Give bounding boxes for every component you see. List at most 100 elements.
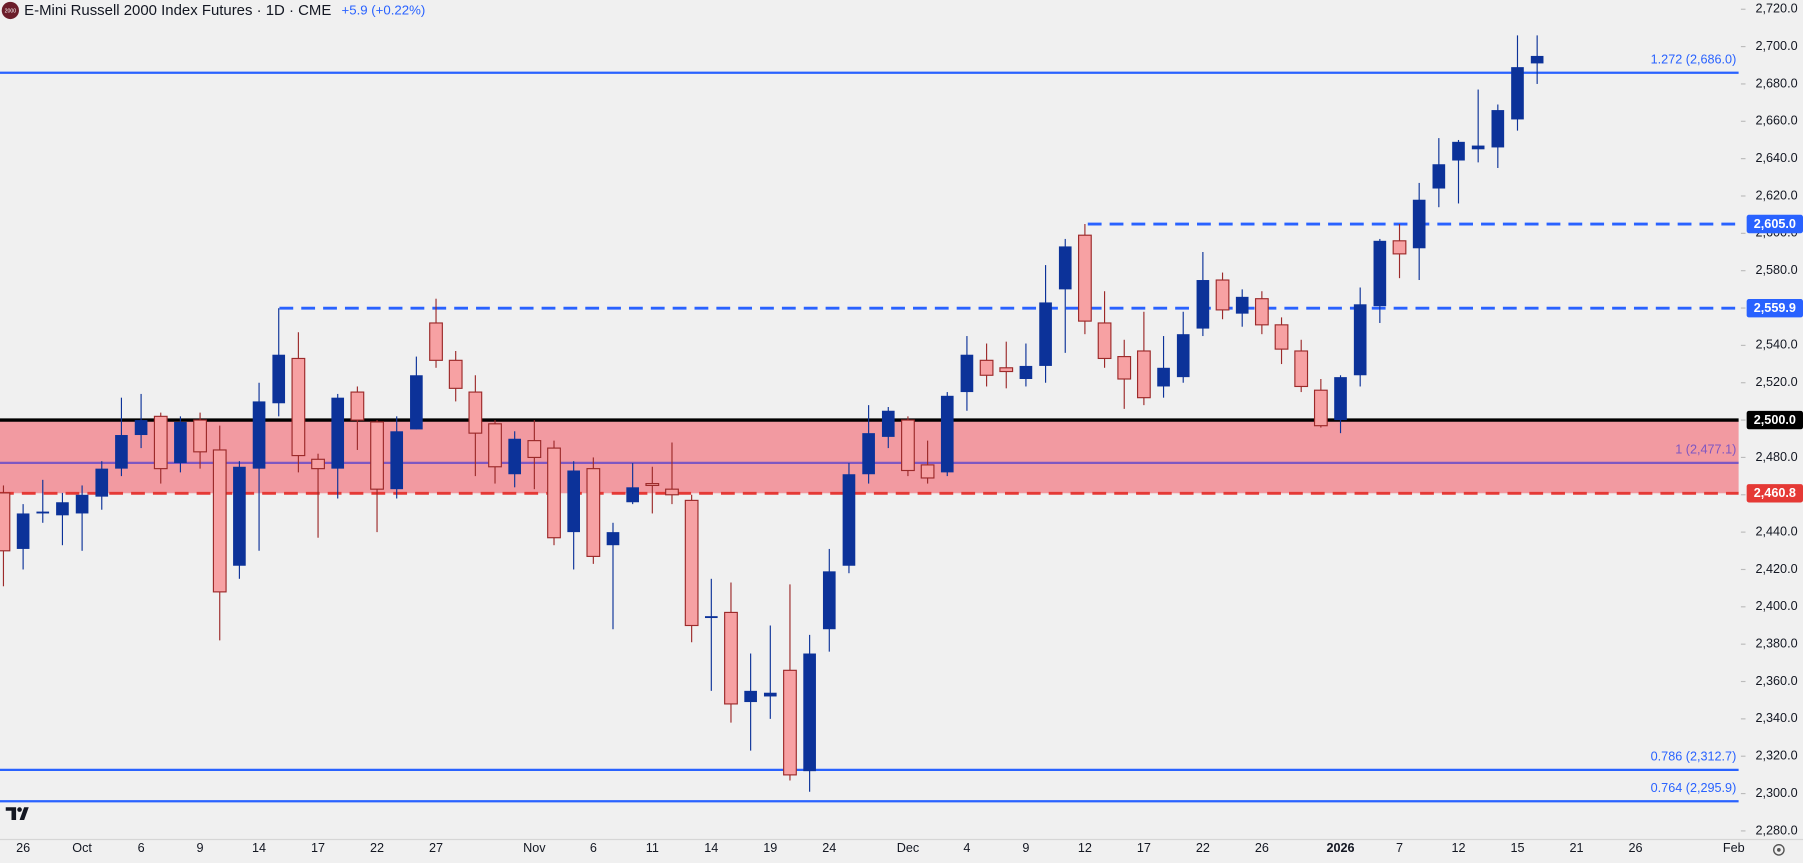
- candle-body: [1274, 324, 1289, 350]
- candle-body: [468, 391, 483, 434]
- x-tick-label: 2026: [1326, 841, 1354, 855]
- candle-body: [1373, 240, 1387, 307]
- candle-body: [212, 449, 227, 593]
- candle-body: [1412, 199, 1426, 249]
- candle-body: [1078, 234, 1092, 322]
- candle-body: [763, 692, 777, 697]
- candle-body: [1254, 298, 1269, 326]
- logo-text: 2000: [5, 8, 17, 14]
- x-tick-label: 17: [311, 841, 325, 855]
- candle-body: [1313, 389, 1328, 427]
- x-tick-label: 12: [1451, 841, 1465, 855]
- candle-body: [56, 502, 69, 516]
- candle-body: [1117, 356, 1132, 380]
- x-tick-label: 15: [1510, 841, 1524, 855]
- candle-body: [410, 375, 423, 430]
- candle-body: [1058, 246, 1072, 290]
- candle-body: [1491, 110, 1505, 148]
- candle-body: [448, 359, 463, 389]
- candle-body: [134, 420, 148, 436]
- x-tick-label: 17: [1137, 841, 1151, 855]
- gear-outer[interactable]: [1772, 843, 1785, 856]
- candle-body: [822, 571, 836, 630]
- candle-body: [803, 653, 816, 772]
- y-tick-label: 2,280.0: [1755, 823, 1797, 837]
- price-tag: [1746, 214, 1803, 234]
- candle-body: [350, 391, 365, 421]
- candle-body: [1176, 334, 1190, 378]
- candle-body: [1136, 350, 1151, 399]
- candle-body: [1530, 55, 1544, 64]
- candle-body: [960, 354, 974, 393]
- y-tick-label: 2,700.0: [1755, 39, 1797, 53]
- x-tick-label: 26: [1628, 841, 1642, 855]
- candle-body: [1215, 279, 1230, 311]
- candle-body: [724, 611, 738, 705]
- x-tick-label: 24: [822, 841, 836, 855]
- candle-body: [1353, 304, 1367, 376]
- tv-logo-shape: [5, 807, 29, 820]
- candle-body: [1157, 367, 1170, 387]
- x-tick-label: 27: [429, 841, 443, 855]
- x-tick-label: 11: [646, 841, 659, 855]
- candle-body: [75, 494, 89, 514]
- x-tick-label: 6: [590, 841, 597, 855]
- y-tick-label: 2,340.0: [1755, 711, 1797, 725]
- candle-body: [429, 322, 443, 361]
- x-tick-label: 4: [963, 841, 970, 855]
- x-tick-label: 22: [1196, 841, 1210, 855]
- tv-logo: [5, 807, 29, 820]
- y-tick-label: 2,620.0: [1755, 188, 1797, 202]
- candle-body: [153, 415, 168, 470]
- y-tick-label: 2,320.0: [1755, 749, 1797, 763]
- candle-body: [1511, 67, 1524, 120]
- candle-body: [36, 511, 50, 514]
- price-tag-label: 2,559.9: [1754, 301, 1796, 315]
- price-tag-label: 2,605.0: [1754, 217, 1796, 231]
- candle-body: [1019, 365, 1033, 379]
- settings-icon[interactable]: [1772, 843, 1785, 856]
- candle-body: [233, 466, 246, 566]
- candle-body: [252, 401, 266, 469]
- candle-body: [920, 464, 935, 479]
- price-tag: [1746, 299, 1803, 318]
- y-tick-label: 2,680.0: [1755, 76, 1797, 90]
- candle-body: [115, 435, 128, 469]
- candle-body: [1097, 322, 1112, 360]
- x-tick-label: 19: [763, 841, 777, 855]
- candle-body: [16, 513, 30, 549]
- price-tag: [1746, 410, 1803, 430]
- candle-body: [783, 669, 797, 776]
- candle-body: [862, 433, 875, 475]
- candle-body: [901, 419, 915, 472]
- candle-body: [665, 488, 679, 496]
- level-label: 1 (2,477.1): [1675, 443, 1736, 457]
- x-tick-label: Oct: [72, 841, 92, 855]
- logo: [1, 1, 19, 20]
- candle-body: [626, 487, 639, 503]
- candle-body: [370, 421, 384, 490]
- candle-body: [940, 395, 954, 473]
- y-tick-label: 2,380.0: [1755, 637, 1797, 651]
- x-tick-label: Nov: [523, 841, 546, 855]
- candle-body: [174, 421, 187, 464]
- x-tick-label: 14: [704, 841, 718, 855]
- plot-area: 1.272 (2,686.0) 1 (2,477.1) 0.786 (2,312.7…: [0, 35, 1739, 803]
- candle-body: [586, 468, 601, 557]
- y-tick-label: 2,420.0: [1755, 562, 1797, 576]
- y-tick-label: 2,480.0: [1755, 450, 1797, 464]
- candle-body: [0, 492, 11, 552]
- header: 2000 E-Mini Russell 2000 Index Futures ·…: [1, 1, 425, 20]
- y-tick-label: 2,400.0: [1755, 599, 1797, 613]
- price-tag-label: 2,500.0: [1754, 413, 1796, 427]
- x-tick-label: 21: [1569, 841, 1583, 855]
- candle-body: [95, 468, 109, 497]
- candle-body: [1039, 302, 1052, 366]
- x-tick-label: 26: [16, 841, 30, 855]
- candle-body: [1196, 280, 1210, 329]
- x-tick-label: 14: [252, 841, 266, 855]
- gear-inner[interactable]: [1777, 848, 1781, 852]
- y-tick-label: 2,580.0: [1755, 263, 1797, 277]
- price-tag: [1746, 484, 1803, 503]
